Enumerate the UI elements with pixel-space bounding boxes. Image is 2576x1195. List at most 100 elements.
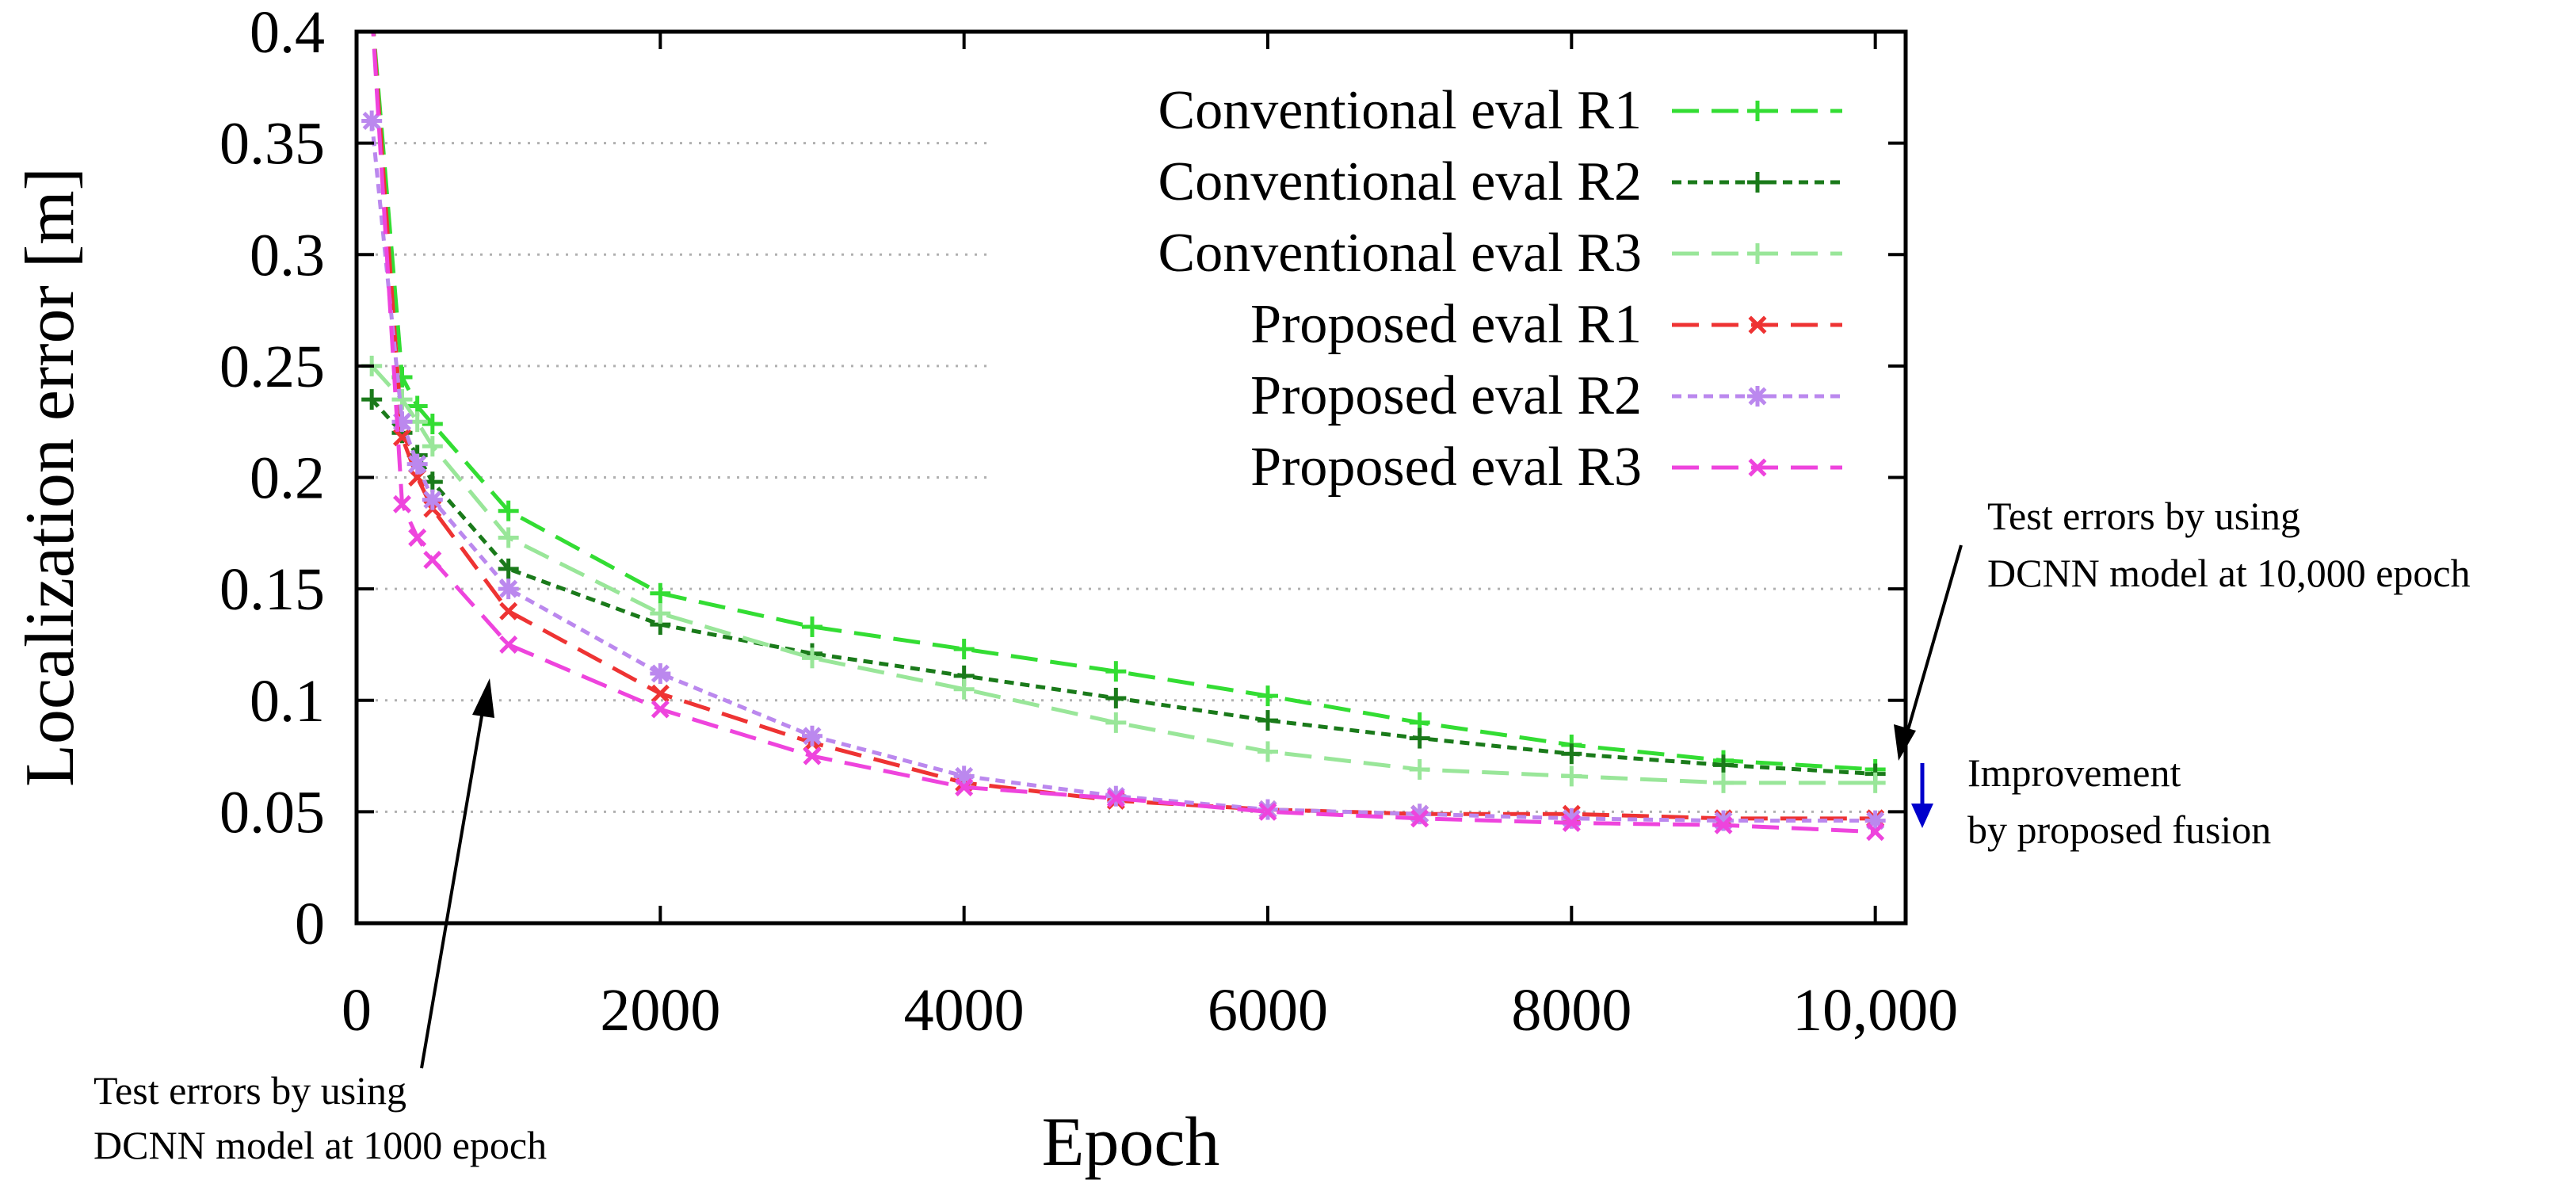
legend-marker-4 [1748, 315, 1767, 334]
series-1-point-4 [498, 500, 519, 521]
series-line-5 [369, 120, 1876, 823]
series-5-point-0 [361, 110, 383, 132]
x-tick-label-2: 4000 [904, 977, 1025, 1044]
series-5-point-6 [802, 725, 822, 746]
x-tick-label-1: 2000 [600, 977, 720, 1044]
grid-lines [357, 142, 1906, 813]
note-improvement-line-1: Improvement [1967, 750, 2181, 795]
series-1-point-8 [1105, 661, 1127, 682]
series-3-point-5 [650, 603, 671, 624]
x-tick-label-3: 6000 [1208, 977, 1328, 1044]
series-6-point-3 [423, 551, 442, 570]
series-3-point-8 [1105, 712, 1127, 733]
series-3-point-3 [422, 436, 443, 457]
note-1000-arrowhead [472, 678, 494, 718]
y-tick-label-6: 0.3 [250, 222, 325, 288]
series-2-point-0 [361, 389, 383, 410]
x-axis-title: Epoch [1042, 1104, 1220, 1181]
series-2-point-9 [1257, 710, 1278, 731]
series-2-point-12 [1713, 754, 1734, 776]
legend-marker-3 [1747, 243, 1768, 264]
series-line-6 [371, 32, 1876, 834]
series-5-point-2 [406, 453, 428, 475]
series-6-point-12 [1714, 815, 1733, 834]
y-tick-label-4: 0.2 [250, 445, 325, 512]
y-tick-label-0: 0 [295, 891, 325, 957]
legend-label-1: Conventional eval R1 [1158, 80, 1642, 141]
series-6-point-5 [651, 700, 670, 719]
legend-marker-5 [1747, 386, 1768, 407]
series-3-point-10 [1409, 758, 1430, 780]
y-axis-title: Localization error [m] [12, 167, 89, 787]
series-line-3 [370, 365, 1876, 785]
series-lines [361, 32, 1886, 842]
series-3-point-12 [1713, 772, 1734, 793]
plot-frame [354, 29, 1908, 926]
series-3-point-9 [1257, 741, 1278, 762]
series-3-point-11 [1561, 765, 1582, 787]
series-1-point-3 [422, 414, 443, 434]
series-6-point-10 [1410, 809, 1429, 828]
series-4-point-4 [499, 601, 518, 620]
series-line-2 [370, 398, 1876, 777]
x-tick-label-4: 8000 [1511, 977, 1631, 1044]
series-1-point-9 [1257, 685, 1278, 707]
note-10000-line-2: DCNN model at 10,000 epoch [1987, 551, 2471, 595]
series-6-point-4 [499, 635, 518, 654]
series-2-point-11 [1561, 743, 1582, 765]
series-4-point-5 [651, 684, 670, 703]
series-6-point-8 [1106, 788, 1125, 808]
y-tick-label-7: 0.35 [219, 111, 325, 178]
series-5-point-7 [953, 765, 975, 787]
note-1000-arrow-line [420, 697, 487, 1069]
series-2-point-10 [1409, 727, 1430, 749]
series-4-point-1 [392, 428, 412, 447]
note-improvement-line-2: by proposed fusion [1967, 807, 2271, 852]
legend-label-4: Proposed eval R1 [1250, 294, 1642, 355]
series-5-point-5 [650, 663, 671, 684]
series-6-point-1 [392, 494, 412, 514]
note-1000-line-1: Test errors by using [93, 1068, 406, 1113]
y-tick-label-8: 0.4 [250, 0, 325, 66]
note-1000-line-2: DCNN model at 1000 epoch [93, 1123, 547, 1167]
series-line-1 [371, 32, 1876, 772]
legend-label-5: Proposed eval R2 [1250, 365, 1642, 426]
series-5-point-13 [1864, 810, 1886, 831]
legend-label-6: Proposed eval R3 [1250, 437, 1642, 498]
series-6-point-9 [1258, 802, 1277, 821]
series-1-point-5 [650, 582, 671, 604]
legend-marker-1 [1747, 101, 1768, 121]
series-3-point-6 [802, 647, 822, 669]
series-6-point-6 [803, 746, 822, 765]
x-tick-label-5: 10,000 [1792, 977, 1958, 1044]
series-3-point-4 [498, 527, 519, 548]
note-10000-arrowhead [1894, 724, 1916, 761]
axis-ticks: 0 2000 4000 6000 8000 10,000 0 0.05 0.1 0.15 0.2 0.… [219, 0, 1958, 1044]
legend: Conventional eval R1 Conventional eval R2… [1158, 80, 1842, 498]
legend-marker-2 [1747, 172, 1768, 193]
series-3-point-7 [953, 678, 975, 700]
x-tick-label-0: 0 [342, 977, 372, 1044]
series-6-point-2 [408, 528, 427, 547]
legend-label-3: Conventional eval R3 [1158, 223, 1642, 284]
y-tick-label-1: 0.05 [219, 779, 325, 846]
series-2-point-4 [498, 558, 519, 579]
improvement-arrowhead [1911, 804, 1933, 828]
series-2-point-8 [1105, 687, 1127, 708]
legend-label-2: Conventional eval R2 [1158, 151, 1642, 212]
series-5-point-3 [422, 489, 443, 510]
series-1-point-7 [953, 639, 975, 660]
y-tick-label-3: 0.15 [219, 556, 325, 623]
series-3-point-13 [1864, 772, 1886, 793]
note-10000-line-1: Test errors by using [1987, 494, 2300, 538]
y-tick-label-2: 0.1 [250, 668, 325, 735]
note-10000-arrow-line [1903, 544, 1963, 742]
legend-marker-6 [1748, 458, 1767, 477]
series-6-point-7 [955, 777, 974, 796]
series-6-point-13 [1866, 823, 1885, 842]
annotations: Test errors by using DCNN model at 1000 … [93, 494, 2471, 1167]
series-5-point-4 [498, 578, 519, 600]
series-6-point-11 [1562, 813, 1581, 832]
y-tick-label-5: 0.25 [219, 334, 325, 400]
